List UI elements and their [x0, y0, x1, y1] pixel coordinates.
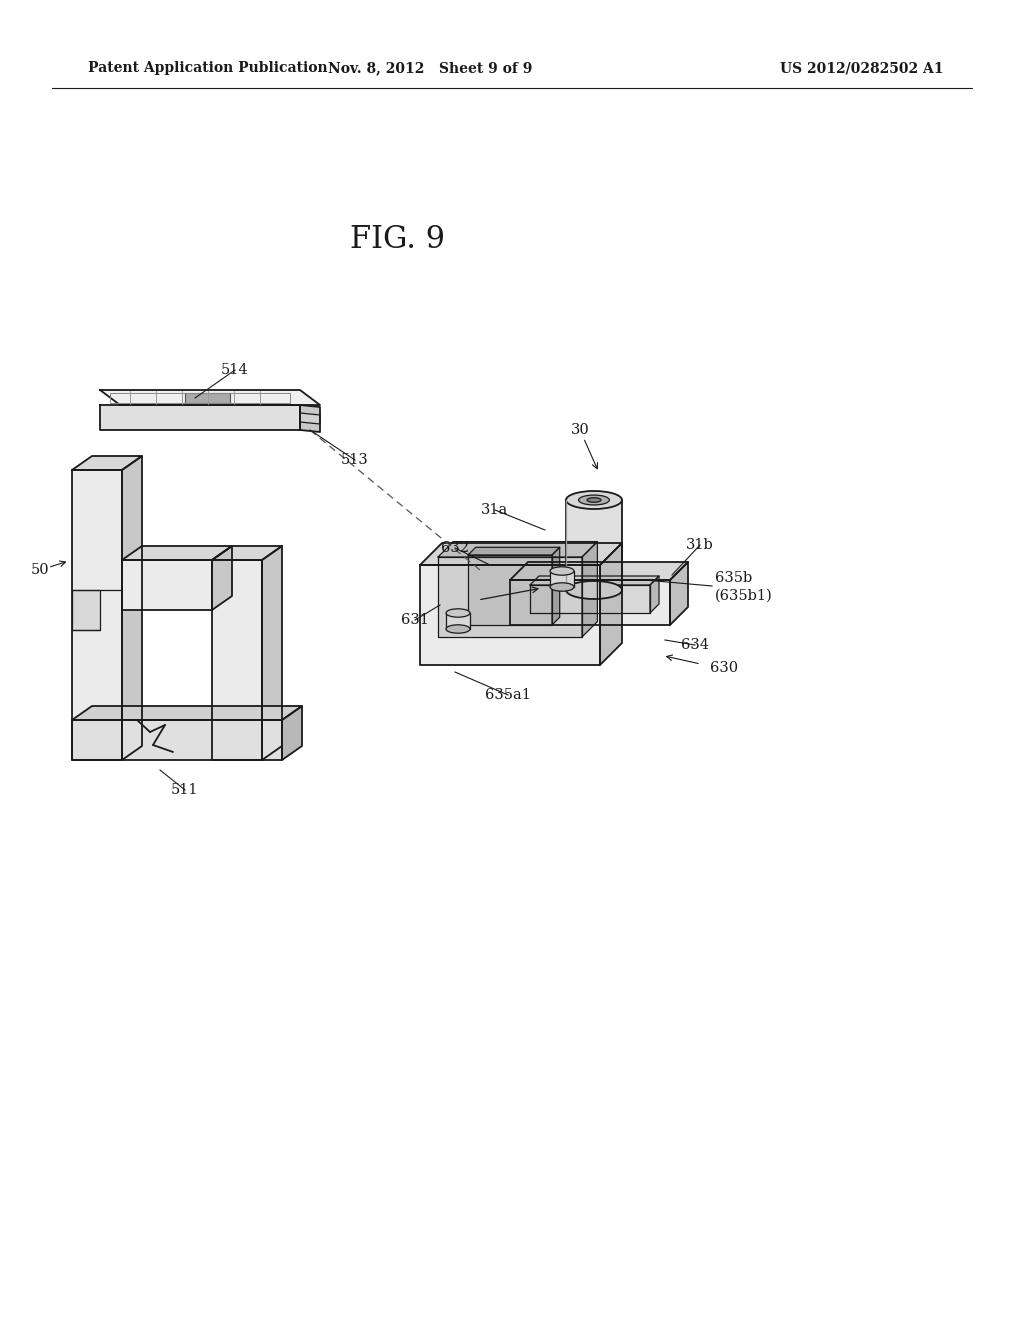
Polygon shape — [72, 470, 122, 760]
Polygon shape — [420, 565, 600, 665]
Text: 31a: 31a — [481, 503, 509, 517]
Polygon shape — [300, 405, 319, 432]
Polygon shape — [100, 405, 300, 430]
Text: (635b1): (635b1) — [715, 589, 773, 603]
Polygon shape — [72, 455, 142, 470]
Polygon shape — [122, 455, 142, 760]
Polygon shape — [510, 579, 670, 624]
Text: 632: 632 — [441, 541, 469, 554]
Polygon shape — [72, 706, 302, 719]
Polygon shape — [446, 612, 470, 630]
Text: 50: 50 — [31, 564, 49, 577]
Polygon shape — [650, 576, 659, 612]
Polygon shape — [212, 560, 262, 760]
Polygon shape — [530, 576, 659, 585]
Polygon shape — [72, 719, 282, 760]
Text: Nov. 8, 2012   Sheet 9 of 9: Nov. 8, 2012 Sheet 9 of 9 — [328, 61, 532, 75]
Ellipse shape — [446, 624, 470, 634]
Text: 31b: 31b — [686, 539, 714, 552]
Ellipse shape — [579, 495, 609, 506]
Polygon shape — [212, 546, 232, 610]
Polygon shape — [530, 585, 650, 612]
Ellipse shape — [587, 498, 601, 502]
Text: 630: 630 — [710, 661, 738, 675]
Polygon shape — [582, 541, 597, 638]
Text: FIG. 9: FIG. 9 — [350, 224, 445, 256]
Polygon shape — [600, 543, 622, 665]
Polygon shape — [468, 548, 560, 554]
Ellipse shape — [550, 583, 574, 591]
Text: 30: 30 — [570, 422, 590, 437]
Text: 514: 514 — [221, 363, 249, 378]
Polygon shape — [438, 541, 597, 557]
Polygon shape — [420, 543, 622, 565]
Ellipse shape — [566, 491, 622, 510]
Text: 631: 631 — [401, 612, 429, 627]
Polygon shape — [566, 500, 622, 590]
Text: US 2012/0282502 A1: US 2012/0282502 A1 — [780, 61, 943, 75]
Text: 635b: 635b — [715, 572, 753, 585]
Polygon shape — [262, 546, 282, 760]
Polygon shape — [185, 393, 230, 403]
Polygon shape — [100, 389, 319, 405]
Ellipse shape — [550, 566, 574, 576]
Polygon shape — [550, 572, 574, 587]
Ellipse shape — [446, 609, 470, 618]
Ellipse shape — [566, 581, 622, 599]
Polygon shape — [438, 557, 582, 638]
Text: Patent Application Publication: Patent Application Publication — [88, 61, 328, 75]
Polygon shape — [122, 546, 232, 560]
Text: 513: 513 — [341, 453, 369, 467]
Text: 635a1: 635a1 — [485, 688, 530, 702]
Polygon shape — [72, 590, 100, 630]
Polygon shape — [212, 546, 282, 560]
Polygon shape — [282, 706, 302, 760]
Text: 511: 511 — [171, 783, 199, 797]
Polygon shape — [552, 548, 560, 624]
Polygon shape — [468, 554, 552, 624]
Polygon shape — [510, 562, 688, 579]
Polygon shape — [300, 413, 319, 424]
Polygon shape — [670, 562, 688, 624]
Text: 634: 634 — [681, 638, 709, 652]
Polygon shape — [122, 560, 212, 610]
